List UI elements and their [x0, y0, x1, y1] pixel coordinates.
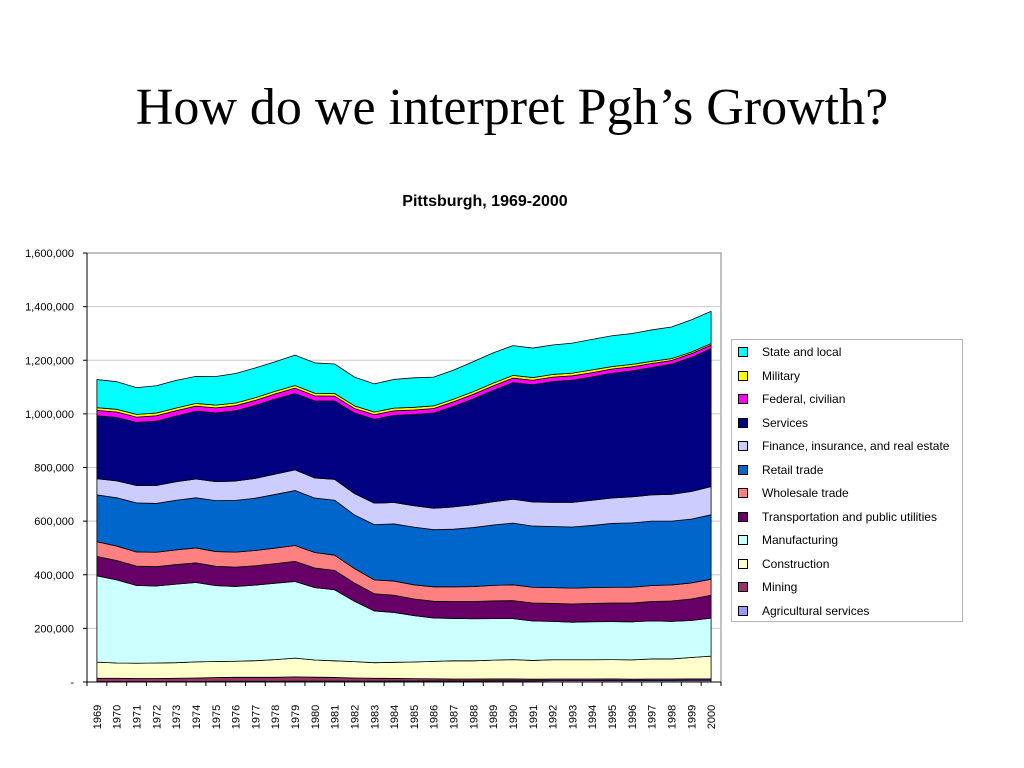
x-tick-label: 1986 [429, 705, 441, 729]
legend-swatch [738, 582, 748, 592]
x-tick-label: 1992 [548, 705, 560, 729]
y-tick-label: 1,600,000 [25, 248, 74, 260]
x-tick-label: 1980 [310, 705, 322, 729]
x-tick-label: 1975 [211, 705, 223, 729]
x-tick-label: 1974 [191, 705, 203, 729]
y-tick-label: 1,200,000 [25, 355, 74, 367]
legend-swatch [738, 488, 748, 498]
x-tick-label: 1988 [468, 705, 480, 729]
chart-legend: State and local Military Federal, civilian… [731, 339, 963, 622]
y-tick-label: 600,000 [34, 516, 74, 528]
legend-swatch [738, 347, 748, 357]
legend-label: Mining [762, 580, 798, 594]
legend-label: State and local [762, 345, 842, 359]
y-tick-label: 1,400,000 [25, 302, 74, 314]
x-tick-label: 1997 [647, 705, 659, 729]
legend-swatch [738, 558, 748, 569]
legend-swatch [738, 394, 748, 404]
y-tick-label: 800,000 [34, 463, 74, 475]
x-tick-label: 1969 [92, 705, 104, 729]
x-tick-label: 1998 [666, 705, 678, 729]
area-state-and-local [96, 310, 712, 415]
x-tick-label: 1990 [508, 705, 520, 729]
legend-label: Finance, insurance, and real estate [762, 439, 950, 453]
x-tick-label: 1973 [171, 705, 183, 729]
x-tick-label: 1984 [389, 705, 401, 729]
legend-label: Agricultural services [762, 603, 870, 618]
x-tick-label: 1978 [270, 705, 282, 729]
x-tick-label: 2000 [706, 705, 718, 729]
x-tick-label: 1976 [231, 705, 243, 729]
legend-swatch [738, 441, 748, 451]
legend-label: Federal, civilian [762, 392, 846, 406]
x-tick-label: 1987 [449, 705, 461, 729]
x-tick-label: 1995 [607, 705, 619, 729]
x-tick-label: 1983 [369, 705, 381, 729]
y-tick-label: 400,000 [34, 570, 74, 582]
x-tick-label: 1996 [627, 705, 639, 729]
x-tick-label: 1971 [132, 705, 144, 729]
x-tick-label: 1970 [112, 705, 124, 729]
x-tick-label: 1982 [349, 705, 361, 729]
y-tick-label: 200,000 [34, 623, 74, 635]
x-tick-label: 1993 [567, 705, 579, 729]
x-tick-label: 1999 [686, 705, 698, 729]
legend-swatch [738, 511, 748, 522]
slide-title: How do we interpret Pgh’s Growth? [135, 79, 889, 136]
legend-label: Military [762, 368, 800, 383]
x-tick-label: 1979 [290, 705, 302, 729]
y-tick-label: - [70, 677, 74, 689]
x-tick-label: 1991 [528, 705, 540, 729]
legend-label: Construction [762, 556, 830, 571]
legend-label: Retail trade [762, 462, 824, 477]
legend-label: Transportation and public utilities [762, 509, 937, 524]
legend-label: Services [762, 415, 809, 430]
legend-swatch [738, 370, 748, 381]
area-series [96, 310, 712, 683]
x-tick-label: 1989 [488, 705, 500, 729]
x-tick-label: 1985 [409, 705, 421, 729]
legend-swatch [738, 417, 748, 428]
x-axis: 1969 1970 1971 1972 1973 1974 1975 1976 1977 1978… [86, 681, 722, 729]
legend-swatch [738, 464, 748, 475]
x-tick-label: 1994 [587, 705, 599, 729]
x-tick-label: 1981 [330, 705, 342, 729]
y-axis: - 200,000 400,000 600,000 800,000 1,000,000 1,… [25, 248, 88, 689]
y-tick-label: 1,000,000 [25, 409, 74, 421]
legend-swatch [738, 535, 748, 545]
legend-label: Manufacturing [762, 533, 839, 547]
x-tick-label: 1972 [151, 705, 163, 729]
legend-label: Wholesale trade [762, 486, 849, 500]
chart-title: Pittsburgh, 1969-2000 [402, 193, 568, 210]
legend-swatch [738, 605, 748, 616]
x-tick-label: 1977 [250, 705, 262, 729]
